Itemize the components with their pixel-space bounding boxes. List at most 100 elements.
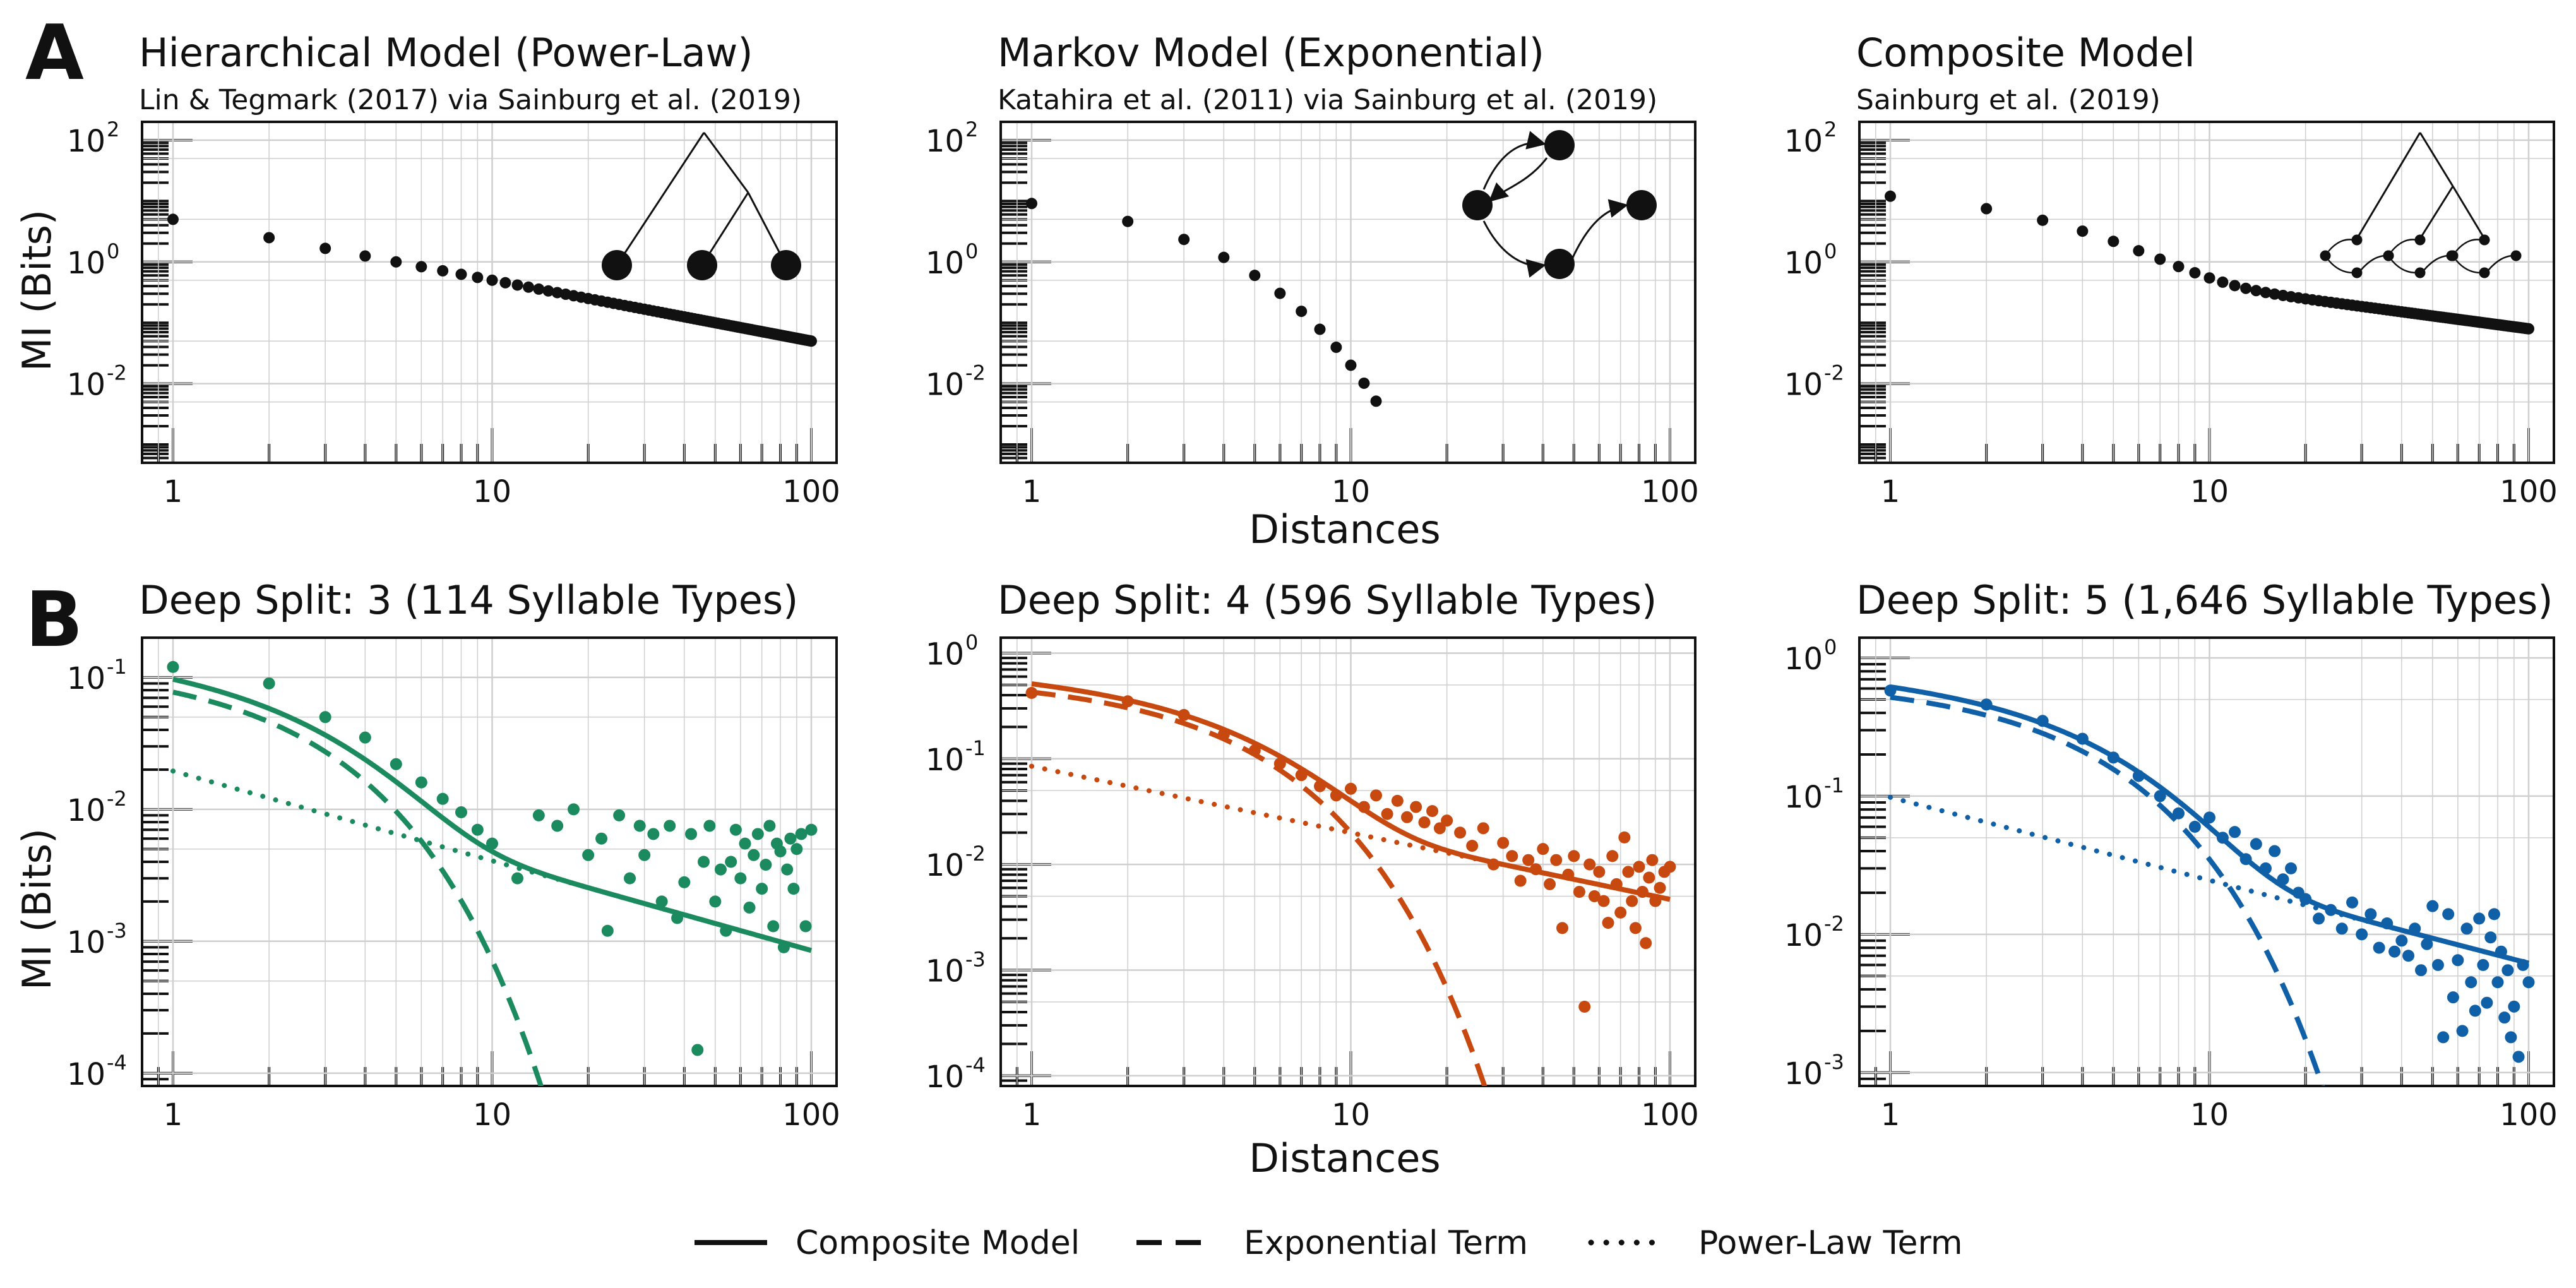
mini-markov-node [2479,267,2490,278]
data-point [805,335,817,347]
data-point [2409,922,2421,935]
data-point [671,912,684,924]
data-point [1274,287,1286,299]
data-point [2473,912,2486,925]
data-point [1418,816,1431,829]
data-point [582,849,595,861]
data-point [1466,840,1479,852]
y-tick-label: 10 [926,848,964,883]
data-point [2477,958,2490,971]
data-point [2373,941,2385,954]
data-point [1622,866,1635,878]
y-tick-label: 10 [926,124,964,159]
data-point [1477,822,1489,835]
data-point [2229,826,2241,838]
data-point [1314,323,1326,335]
data-point [1578,1000,1591,1013]
data-point [1588,890,1601,902]
data-point [1400,811,1413,823]
plot-frame [999,121,1696,464]
y-tick-label: 10 [67,793,105,828]
y-tick-exponent: -2 [965,361,986,385]
chart-title: Deep Split: 4 (596 Syllable Types) [998,577,1657,623]
y-tick-exponent: -4 [107,1051,127,1075]
data-point [1629,922,1642,934]
plot-area [1884,684,2535,1086]
data-point [795,828,808,840]
legend-label-exponential: Exponential Term [1244,1224,1528,1262]
y-tick-label: 10 [926,1059,964,1095]
data-point [1556,922,1569,934]
y-tick-exponent: -3 [107,919,127,943]
plot-area [1025,681,1676,1086]
data-point [799,920,812,933]
data-point [2240,282,2252,294]
mini-markov-node [2351,234,2363,246]
y-tick-label: 10 [67,367,105,403]
data-point [568,803,580,816]
markov-state-node [1544,130,1575,160]
data-point [767,920,780,933]
mini-markov-edge [2328,239,2354,252]
composite-model-line [1890,684,2530,966]
data-point [2188,820,2201,833]
data-point [511,872,524,885]
data-point [763,820,776,832]
data-point [1248,744,1261,757]
data-point [1573,886,1585,898]
axis-ticks [1859,139,2530,463]
data-point [1358,377,1370,389]
data-point [2076,732,2089,745]
data-point [2203,811,2215,824]
y-axis-label-row-a: MI (Bits) [14,210,60,371]
data-point [2498,1011,2511,1024]
data-point [2452,954,2464,967]
inset-diagram-2 [1462,130,1657,279]
data-point [1522,854,1535,866]
y-tick-exponent: -3 [1824,1050,1844,1074]
data-point [2133,245,2145,257]
data-point [787,883,800,895]
x-tick-label: 1 [164,474,183,510]
y-tick-exponent: -2 [1824,361,1844,385]
data-point [1618,831,1631,844]
y-tick-exponent: 2 [107,117,119,141]
mini-markov-node [2510,250,2522,261]
x-tick-label: 10 [2190,1097,2229,1133]
data-point [647,828,660,840]
data-point [601,924,614,937]
data-point [1633,861,1645,873]
markov-transition [1482,131,1546,190]
mini-markov-edge [2391,239,2417,252]
data-point [2325,903,2337,916]
x-axis-label-row-a: Distances [1249,506,1440,552]
data-point [2250,838,2262,850]
data-point [2172,807,2185,820]
axis-ticks [142,139,813,463]
data-point [734,872,747,885]
y-tick-exponent: 0 [1824,239,1837,263]
y-tick-label: 10 [67,1057,105,1092]
data-point [1610,878,1623,890]
tree-edge [2419,186,2454,239]
data-point [1636,886,1649,898]
data-point [533,283,545,295]
data-point [2259,862,2272,874]
markov-transition [1482,220,1546,278]
data-point [551,820,564,832]
data-point [2250,285,2262,297]
x-tick-label: 10 [1332,1097,1370,1133]
data-point [1606,850,1619,862]
data-point [2239,853,2252,866]
data-point [2481,996,2493,1009]
data-point [595,832,608,845]
data-point [2229,280,2241,292]
data-point [1884,190,1896,202]
data-point [1664,861,1676,873]
data-point [2465,976,2478,989]
x-tick-label: 1 [1022,1097,1042,1133]
data-point [1025,686,1038,699]
